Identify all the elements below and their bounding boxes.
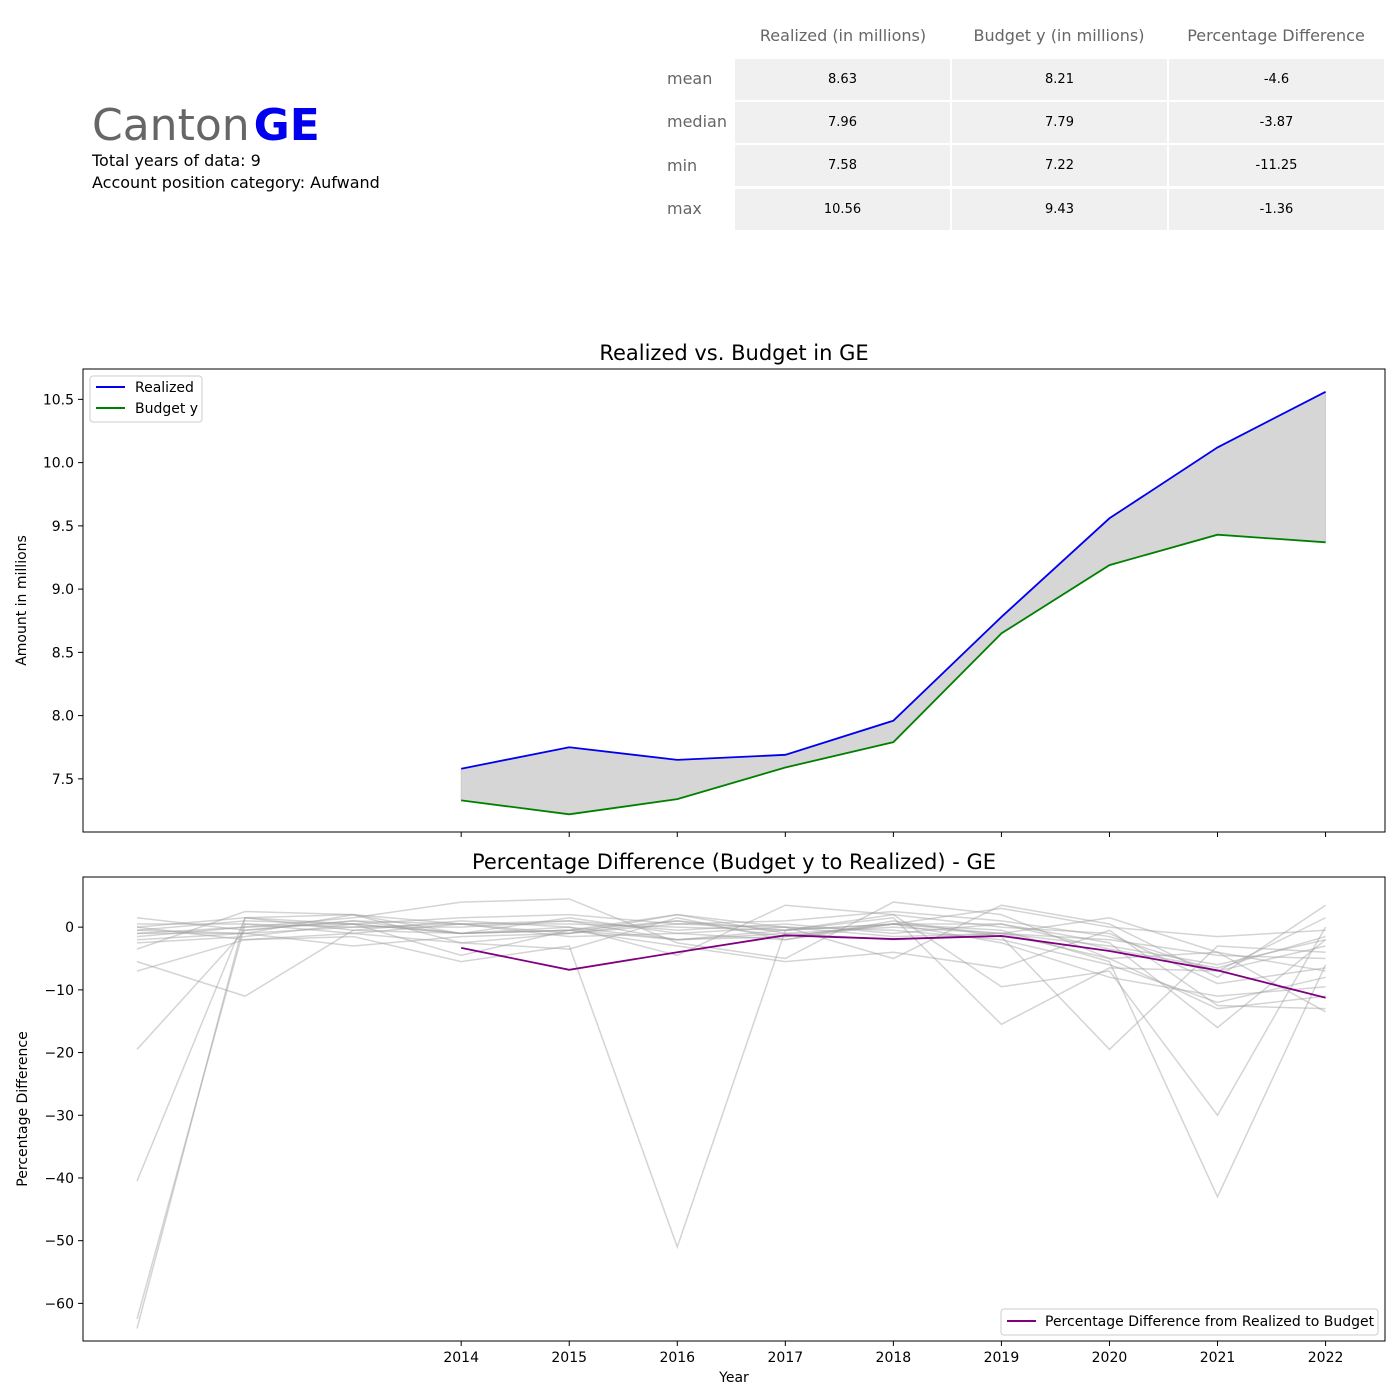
background-series-line — [137, 913, 1326, 985]
cell-median-realized: 7.96 — [735, 102, 950, 143]
chart2-ytick-label: 0 — [65, 920, 74, 936]
chart2-ytick-label: −50 — [44, 1234, 74, 1250]
cell-median-pct: -3.87 — [1169, 102, 1384, 143]
col-head-pct: Percentage Difference — [1187, 26, 1365, 45]
budget-line — [461, 533, 1326, 816]
chart1-ytick-label: 9.5 — [52, 519, 74, 535]
cell-min-budget: 7.22 — [952, 145, 1167, 186]
background-series-line — [136, 910, 1327, 1029]
background-series-line — [137, 904, 1326, 979]
cell-max-budget: 9.43 — [952, 189, 1167, 230]
legend-budget-label: Budget y — [135, 401, 198, 417]
realized-line — [460, 390, 1326, 770]
chart1-ytick-label: 8.5 — [52, 645, 74, 661]
chart2-xtick-label: 2016 — [659, 1350, 695, 1366]
cell-mean-realized: 8.63 — [735, 59, 950, 100]
background-lines — [136, 898, 1327, 1329]
background-series-line — [136, 907, 1326, 941]
background-series-line — [136, 923, 1326, 1320]
canton-title: CantonGE — [92, 100, 320, 152]
chart2-xtick-label: 2020 — [1092, 1350, 1128, 1366]
chart1-fill-area — [460, 391, 1326, 815]
chart1-ylabel: Amount in millions — [14, 535, 30, 666]
background-series-line — [136, 916, 1326, 1051]
background-series-line — [136, 916, 1326, 1050]
chart1-title: Realized vs. Budget in GE — [599, 341, 868, 365]
chart2-frame — [82, 876, 1386, 1342]
background-series-line — [136, 898, 1326, 1013]
chart2-xtick-label: 2017 — [768, 1350, 804, 1366]
chart2-ytick-label: −60 — [44, 1296, 74, 1312]
row-label-median: median — [667, 112, 727, 131]
chart1-ytick-label: 7.5 — [52, 772, 74, 788]
chart1-legend: Realized Budget y — [89, 375, 203, 423]
chart2-xtick-label: 2015 — [551, 1350, 587, 1366]
row-label-min: min — [667, 156, 698, 175]
col-head-realized: Realized (in millions) — [759, 26, 927, 45]
legend-pct-label: Percentage Difference from Realized to B… — [1045, 1314, 1375, 1330]
canton-word: Canton — [92, 100, 250, 151]
chart1-ytick-label: 10.5 — [43, 392, 74, 408]
chart2-xtick-label: 2022 — [1308, 1350, 1344, 1366]
background-series-line — [136, 913, 1326, 960]
background-series-line — [136, 910, 1326, 972]
chart1-ytick-label: 9.0 — [52, 582, 74, 598]
chart2-ytick-label: −40 — [44, 1171, 74, 1187]
row-label-max: max — [667, 199, 702, 218]
chart2-title: Percentage Difference (Budget y to Reali… — [472, 850, 996, 874]
canton-code: GE — [253, 100, 320, 151]
cell-mean-budget: 8.21 — [952, 59, 1167, 100]
chart2-ylabel: Percentage Difference — [15, 1031, 31, 1186]
background-series-line — [136, 916, 1326, 1182]
chart2-ytick-label: −30 — [44, 1108, 74, 1124]
background-series-line — [136, 923, 1326, 1010]
chart2-ytick-label: −20 — [44, 1046, 74, 1062]
background-series-line — [136, 923, 1327, 1250]
chart1-ytick-label: 10.0 — [43, 456, 74, 472]
col-head-budget: Budget y (in millions) — [973, 26, 1145, 45]
background-series-line — [136, 904, 1327, 1117]
cell-max-realized: 10.56 — [735, 189, 950, 230]
chart2-xtick-label: 2018 — [876, 1350, 912, 1366]
category-text: Account position category: Aufwand — [92, 173, 380, 192]
background-series-line — [136, 916, 1326, 997]
row-label-mean: mean — [667, 69, 713, 88]
background-series-line — [136, 916, 1326, 1329]
chart2-xtick-label: 2014 — [443, 1350, 479, 1366]
cell-min-pct: -11.25 — [1169, 145, 1384, 186]
chart1-frame — [82, 368, 1386, 833]
chart1-ytick-label: 8.0 — [52, 709, 74, 725]
pct-diff-line — [460, 934, 1326, 999]
chart2-xtick-label: 2019 — [984, 1350, 1020, 1366]
cell-min-realized: 7.58 — [735, 145, 950, 186]
cell-mean-pct: -4.6 — [1169, 59, 1384, 100]
background-series-line — [136, 913, 1326, 972]
total-years-text: Total years of data: 9 — [92, 151, 261, 170]
chart2-xtick-label: 2021 — [1200, 1350, 1236, 1366]
chart2-xlabel: Year — [718, 1370, 749, 1386]
chart2-legend: Percentage Difference from Realized to B… — [1000, 1308, 1379, 1336]
chart2-legend-box — [1000, 1308, 1379, 1336]
background-series-line — [137, 920, 1326, 969]
cell-median-budget: 7.79 — [952, 102, 1167, 143]
cell-max-pct: -1.36 — [1169, 189, 1384, 230]
chart2-ytick-label: −10 — [44, 983, 74, 999]
legend-realized-label: Realized — [135, 380, 194, 396]
